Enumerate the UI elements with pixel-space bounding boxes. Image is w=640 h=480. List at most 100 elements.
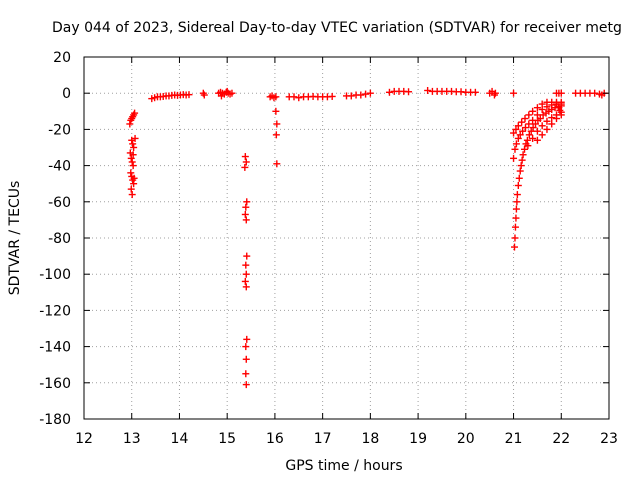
data-point	[242, 216, 250, 224]
data-point	[525, 131, 533, 139]
data-point	[532, 120, 539, 128]
data-point	[514, 122, 522, 130]
y-tick-label: -20	[48, 122, 71, 138]
y-tick-label: 0	[62, 86, 71, 102]
data-point	[513, 191, 521, 199]
data-point	[200, 91, 208, 99]
y-tick-label: -180	[39, 412, 71, 428]
data-point	[243, 198, 251, 206]
data-point	[515, 174, 523, 182]
data-point	[512, 214, 520, 222]
data-point	[243, 252, 251, 260]
data-point	[328, 92, 336, 100]
data-point	[524, 142, 532, 150]
data-point	[510, 154, 518, 162]
data-point	[543, 125, 551, 133]
data-point	[362, 90, 370, 98]
data-point	[557, 111, 565, 119]
data-point	[529, 107, 537, 115]
data-point	[514, 182, 522, 190]
data-point	[557, 98, 565, 106]
y-tick-label: -140	[39, 340, 71, 356]
y-tick-label: -120	[39, 303, 71, 319]
x-tick-label: 22	[552, 431, 570, 447]
data-point	[243, 335, 251, 343]
data-point	[424, 86, 432, 94]
data-point	[533, 136, 541, 144]
chart-title: Day 044 of 2023, Sidereal Day-to-day VTE…	[52, 20, 622, 36]
data-points	[126, 86, 608, 389]
y-tick-label: -160	[39, 376, 71, 392]
data-point	[272, 131, 280, 139]
x-tick-label: 13	[123, 431, 141, 447]
x-tick-label: 19	[409, 431, 427, 447]
data-point	[241, 163, 249, 171]
data-point	[516, 131, 524, 139]
data-point	[242, 270, 250, 278]
data-point	[553, 115, 560, 123]
data-point	[241, 153, 249, 161]
data-point	[131, 134, 139, 142]
data-point	[242, 261, 250, 269]
data-point	[273, 160, 281, 168]
data-point	[518, 156, 526, 164]
data-point	[519, 151, 527, 159]
data-point	[242, 370, 250, 378]
data-point	[527, 127, 535, 135]
data-point	[127, 154, 135, 162]
data-point	[514, 134, 522, 142]
data-point	[543, 117, 551, 125]
data-point	[366, 89, 374, 97]
data-point	[126, 120, 134, 128]
data-point	[223, 87, 231, 95]
data-point	[533, 111, 541, 119]
data-point	[548, 120, 556, 128]
y-tick-label: -40	[48, 159, 71, 175]
data-point	[533, 104, 541, 112]
x-tick-label: 12	[75, 431, 93, 447]
x-tick-label: 21	[505, 431, 523, 447]
data-point	[242, 158, 250, 166]
y-tick-label: 20	[53, 50, 71, 66]
data-point	[512, 125, 520, 133]
data-point	[127, 169, 135, 177]
data-point	[557, 89, 565, 97]
data-point	[129, 162, 137, 170]
data-point	[295, 94, 303, 102]
data-point	[525, 111, 533, 119]
data-point	[405, 88, 413, 96]
data-point	[242, 203, 250, 211]
y-tick-label: -60	[48, 195, 71, 211]
data-point	[538, 122, 546, 130]
data-point	[272, 107, 280, 115]
x-tick-label: 15	[218, 431, 236, 447]
data-point	[517, 162, 525, 170]
data-point	[217, 92, 225, 100]
data-point	[511, 234, 519, 242]
data-point	[510, 89, 518, 97]
x-axis-label: GPS time / hours	[285, 458, 402, 474]
x-tick-label: 14	[171, 431, 189, 447]
data-point	[548, 114, 556, 122]
data-point	[516, 167, 524, 175]
data-point	[510, 129, 518, 137]
y-axis-label: SDTVAR / TECUs	[7, 181, 23, 296]
x-tick-label: 17	[314, 431, 332, 447]
data-point	[130, 144, 138, 151]
data-point	[521, 145, 529, 153]
data-point	[591, 89, 599, 97]
data-point	[529, 116, 537, 124]
data-point	[242, 355, 250, 363]
data-point	[518, 118, 526, 126]
data-point	[185, 91, 193, 99]
data-point	[471, 88, 479, 96]
data-point	[357, 91, 365, 99]
data-point	[242, 283, 250, 291]
y-tick-label: -80	[48, 231, 71, 247]
data-point	[242, 381, 250, 389]
data-point	[529, 124, 537, 132]
data-point	[241, 210, 249, 218]
data-point	[272, 93, 280, 101]
data-point	[130, 174, 138, 182]
